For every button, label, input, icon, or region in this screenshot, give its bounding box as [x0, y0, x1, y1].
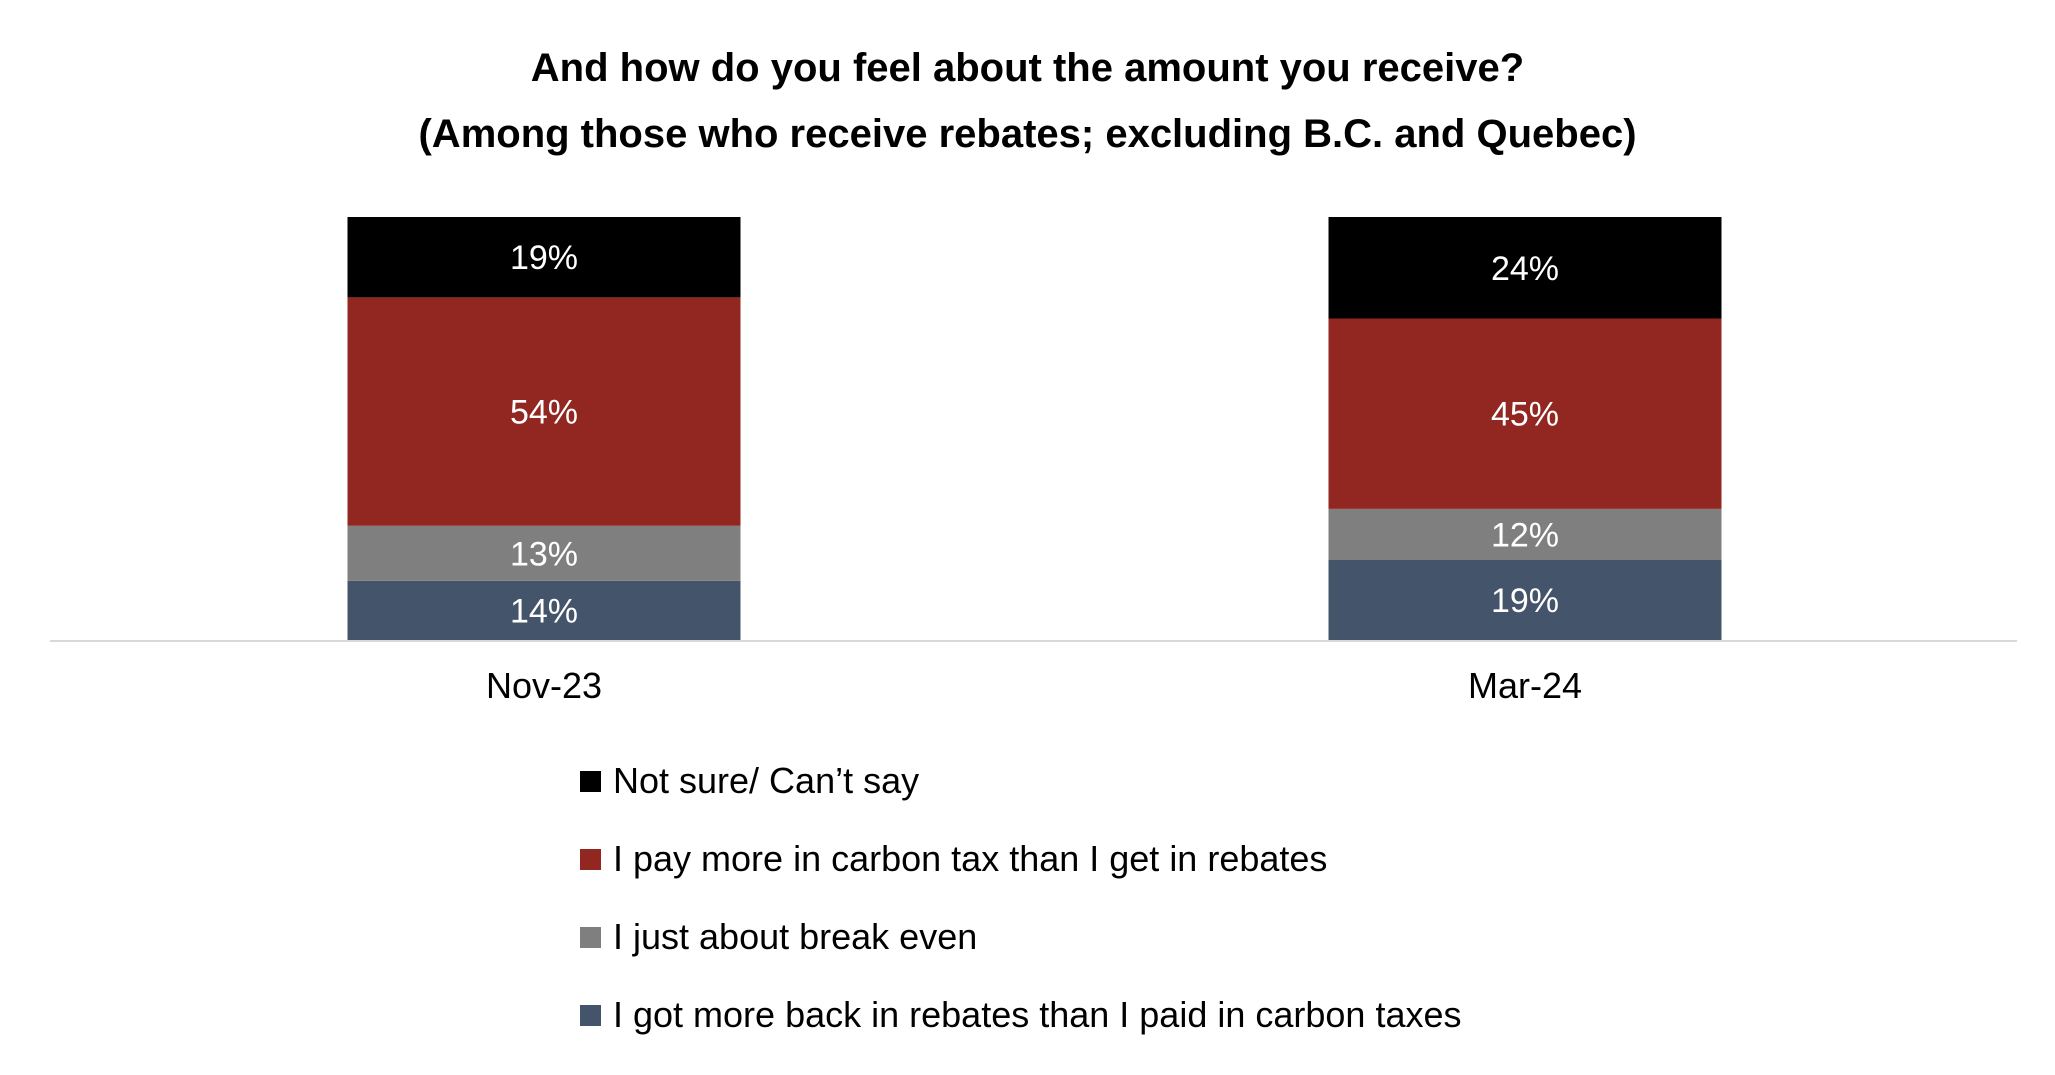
category-label-mar-24: Mar-24 [1468, 665, 1582, 706]
data-label-mar-24-series-1: 12% [1491, 516, 1559, 554]
bar-segment-nov-23-series-0 [347, 580, 741, 640]
legend-item: I got more back in rebates than I paid i… [580, 994, 1462, 1036]
data-label-nov-23-series-2: 54% [510, 394, 578, 432]
bar-segment-mar-24-series-2 [1328, 318, 1722, 509]
bar-segment-mar-24-series-1 [1328, 508, 1722, 560]
bar-segment-nov-23-series-2 [347, 297, 741, 526]
bar-segment-nov-23-series-3 [347, 217, 741, 298]
bar-segment-nov-23-series-1 [347, 525, 741, 581]
legend-item: I just about break even [580, 916, 977, 958]
legend-swatch [580, 848, 601, 870]
chart-title: And how do you feel about the amount you… [530, 46, 1525, 90]
chart-subtitle: (Among those who receive rebates; exclud… [418, 112, 1637, 156]
legend-item: Not sure/ Can’t say [580, 760, 919, 802]
legend-label: Not sure/ Can’t say [613, 760, 920, 801]
bar-segment-mar-24-series-0 [1328, 559, 1722, 640]
bar-segment-mar-24-series-3 [1328, 217, 1722, 319]
data-label-mar-24-series-0: 19% [1491, 582, 1559, 620]
data-label-mar-24-series-2: 45% [1491, 396, 1559, 434]
legend-item: I pay more in carbon tax than I get in r… [580, 838, 1327, 880]
legend-label: I just about break even [613, 916, 978, 957]
data-label-mar-24-series-3: 24% [1491, 250, 1559, 288]
category-label-nov-23: Nov-23 [486, 665, 602, 706]
data-label-nov-23-series-1: 13% [510, 535, 578, 573]
data-label-nov-23-series-3: 19% [510, 239, 578, 277]
legend-swatch [580, 770, 601, 792]
legend-label: I pay more in carbon tax than I get in r… [613, 838, 1328, 879]
data-label-nov-23-series-0: 14% [510, 592, 578, 630]
legend-swatch [580, 1004, 601, 1026]
legend-label: I got more back in rebates than I paid i… [613, 994, 1462, 1035]
legend-swatch [580, 926, 601, 948]
